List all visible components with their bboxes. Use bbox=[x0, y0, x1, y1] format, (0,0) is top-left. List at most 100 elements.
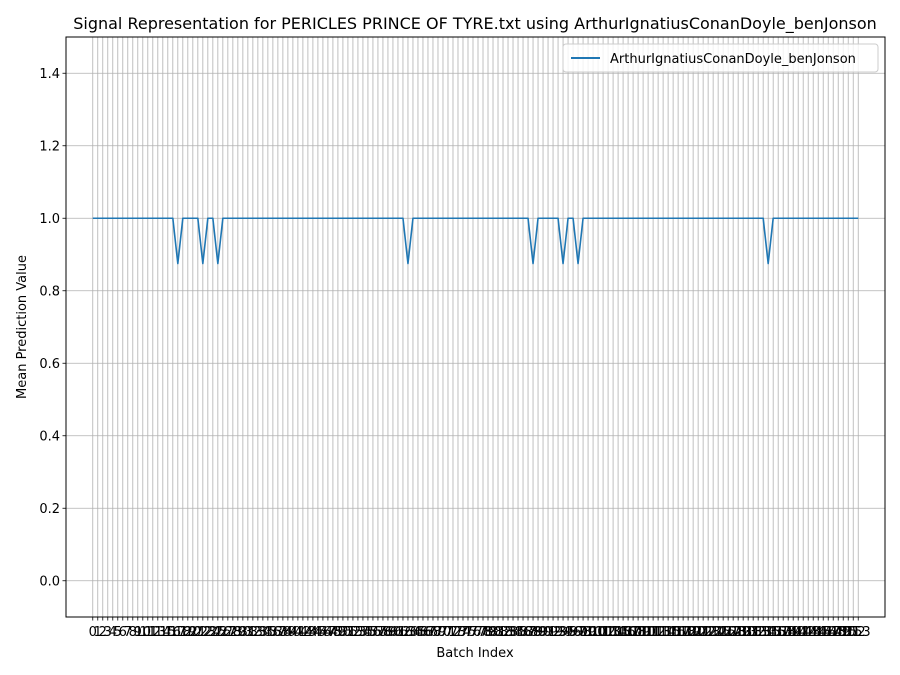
x-tick-label: 81 bbox=[490, 625, 507, 640]
x-tick-label: 78 bbox=[475, 625, 492, 640]
series-line bbox=[92, 217, 859, 265]
x-tick-label: 100 bbox=[581, 625, 606, 640]
x-tick-label: 139 bbox=[776, 625, 801, 640]
x-tick-label: 127 bbox=[716, 625, 741, 640]
legend-box bbox=[562, 43, 879, 73]
x-tick-label: 15 bbox=[160, 625, 177, 640]
x-tick-label: 43 bbox=[300, 625, 317, 640]
x-tick-label: 23 bbox=[200, 625, 217, 640]
x-tick-label: 41 bbox=[290, 625, 307, 640]
x-tick-label: 85 bbox=[510, 625, 527, 640]
x-tick-label: 5 bbox=[114, 625, 122, 640]
x-tick-label: 29 bbox=[230, 625, 247, 640]
x-tick-label: 64 bbox=[405, 625, 422, 640]
x-tick-label: 66 bbox=[415, 625, 432, 640]
x-tick-label: 39 bbox=[280, 625, 297, 640]
x-tick-label: 73 bbox=[450, 625, 467, 640]
x-tick-label: 30 bbox=[235, 625, 252, 640]
x-tick-label: 54 bbox=[355, 625, 372, 640]
x-tick-label: 44 bbox=[305, 625, 322, 640]
x-tick-label: 77 bbox=[470, 625, 487, 640]
x-tick-label: 122 bbox=[691, 625, 716, 640]
x-tick-label: 21 bbox=[190, 625, 207, 640]
x-tick-label: 75 bbox=[460, 625, 477, 640]
x-tick-label: 51 bbox=[340, 625, 357, 640]
x-tick-label: 47 bbox=[320, 625, 337, 640]
x-tick-label: 11 bbox=[140, 625, 157, 640]
x-tick-label: 83 bbox=[500, 625, 517, 640]
x-tick-label: 95 bbox=[560, 625, 577, 640]
x-tick-label: 113 bbox=[646, 625, 671, 640]
x-tick-label: 93 bbox=[550, 625, 567, 640]
x-tick-label: 132 bbox=[741, 625, 766, 640]
y-tick-label: 1.0 bbox=[39, 212, 60, 227]
x-tick-label: 67 bbox=[420, 625, 437, 640]
x-tick-label: 69 bbox=[430, 625, 447, 640]
x-tick-label: 107 bbox=[616, 625, 641, 640]
y-axis-label: Mean Prediction Value bbox=[15, 255, 30, 399]
x-tick-label: 20 bbox=[185, 625, 202, 640]
x-tick-label: 27 bbox=[220, 625, 237, 640]
x-tick-label: 56 bbox=[365, 625, 382, 640]
x-tick-label: 48 bbox=[325, 625, 342, 640]
legend: ArthurIgnatiusConanDoyle_benJonson bbox=[562, 43, 879, 73]
x-tick-label: 96 bbox=[565, 625, 582, 640]
x-tick-label: 111 bbox=[636, 625, 661, 640]
x-tick-label: 7 bbox=[124, 625, 132, 640]
x-tick-label: 17 bbox=[170, 625, 187, 640]
x-tick-label: 71 bbox=[440, 625, 457, 640]
x-tick-label: 82 bbox=[495, 625, 512, 640]
x-tick-label: 13 bbox=[150, 625, 167, 640]
x-tick-label: 105 bbox=[606, 625, 631, 640]
x-tick-label: 24 bbox=[205, 625, 222, 640]
x-tick-label: 137 bbox=[766, 625, 791, 640]
x-tick-label: 98 bbox=[575, 625, 592, 640]
x-tick-label: 8 bbox=[129, 625, 137, 640]
x-tick-label: 34 bbox=[255, 625, 272, 640]
x-tick-label: 42 bbox=[295, 625, 312, 640]
x-tick-label: 62 bbox=[395, 625, 412, 640]
x-tick-label: 4 bbox=[109, 625, 117, 640]
x-axis: 0123456789101112131415161718192021222324… bbox=[89, 617, 871, 640]
x-tick-label: 114 bbox=[651, 625, 676, 640]
x-tick-label: 25 bbox=[210, 625, 227, 640]
x-tick-label: 10 bbox=[135, 625, 152, 640]
x-tick-label: 153 bbox=[846, 625, 871, 640]
x-tick-label: 63 bbox=[400, 625, 417, 640]
x-tick-label: 97 bbox=[570, 625, 587, 640]
x-tick-label: 59 bbox=[380, 625, 397, 640]
x-tick-label: 32 bbox=[245, 625, 262, 640]
x-tick-label: 145 bbox=[806, 625, 831, 640]
x-tick-label: 31 bbox=[240, 625, 257, 640]
x-tick-label: 6 bbox=[119, 625, 127, 640]
x-tick-label: 136 bbox=[761, 625, 786, 640]
y-tick-label: 0.6 bbox=[39, 357, 60, 372]
x-tick-label: 117 bbox=[666, 625, 691, 640]
x-tick-label: 53 bbox=[350, 625, 367, 640]
x-tick-label: 26 bbox=[215, 625, 232, 640]
x-tick-label: 70 bbox=[435, 625, 452, 640]
x-tick-label: 121 bbox=[686, 625, 711, 640]
x-tick-label: 106 bbox=[611, 625, 636, 640]
x-tick-label: 80 bbox=[485, 625, 502, 640]
x-tick-label: 149 bbox=[826, 625, 851, 640]
x-tick-label: 50 bbox=[335, 625, 352, 640]
x-tick-label: 140 bbox=[781, 625, 806, 640]
x-tick-label: 74 bbox=[455, 625, 472, 640]
x-tick-label: 57 bbox=[370, 625, 387, 640]
y-axis: 0.0 0.2 0.4 0.6 0.8 1.0 1.2 1.4 bbox=[39, 67, 66, 589]
x-tick-label: 88 bbox=[525, 625, 542, 640]
x-tick-label: 40 bbox=[285, 625, 302, 640]
x-tick-label: 124 bbox=[701, 625, 726, 640]
x-tick-label: 35 bbox=[260, 625, 277, 640]
x-tick-label: 138 bbox=[771, 625, 796, 640]
x-tick-label: 22 bbox=[195, 625, 212, 640]
x-tick-label: 141 bbox=[786, 625, 811, 640]
plot-frame bbox=[65, 36, 886, 618]
x-tick-label: 108 bbox=[621, 625, 646, 640]
x-tick-label: 36 bbox=[265, 625, 282, 640]
x-tick-label: 37 bbox=[270, 625, 287, 640]
chart-title: Signal Representation for PERICLES PRINC… bbox=[73, 14, 877, 34]
x-tick-label: 89 bbox=[530, 625, 547, 640]
